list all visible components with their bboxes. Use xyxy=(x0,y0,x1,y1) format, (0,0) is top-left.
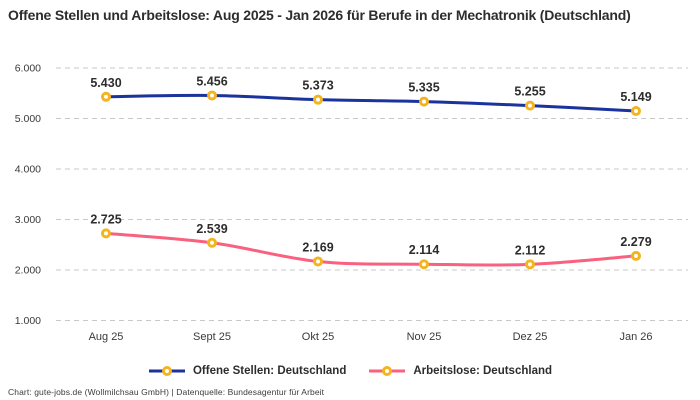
data-point-label: 5.430 xyxy=(90,76,121,90)
y-axis-tick-label: 1.000 xyxy=(15,315,41,327)
data-point-label: 5.255 xyxy=(514,85,545,99)
data-point-marker xyxy=(525,259,535,270)
data-point-label: 2.114 xyxy=(409,243,440,257)
x-axis-tick-label: Okt 25 xyxy=(302,331,334,343)
x-axis-tick-label: Nov 25 xyxy=(407,331,442,343)
x-axis-tick-label: Dez 25 xyxy=(513,331,548,343)
series-line-arbeitslose xyxy=(104,231,638,267)
line-marker-icon xyxy=(369,366,406,376)
data-point-marker xyxy=(313,256,323,267)
x-axis-tick-label: Sept 25 xyxy=(193,331,231,343)
data-point-marker xyxy=(207,90,217,101)
legend-label-offene-stellen: Offene Stellen: Deutschland xyxy=(192,365,347,377)
legend-item-arbeitslose: Arbeitslose: Deutschland xyxy=(368,365,552,377)
y-axis-tick-label: 6.000 xyxy=(15,63,41,75)
y-axis-tick-label: 4.000 xyxy=(15,164,41,176)
y-axis-tick-label: 2.000 xyxy=(15,265,41,277)
data-point-marker xyxy=(419,259,429,270)
data-point-label: 2.112 xyxy=(515,243,546,257)
series-line-offene-stellen xyxy=(104,93,638,113)
data-point-marker xyxy=(101,91,111,102)
data-point-label: 2.725 xyxy=(90,212,121,226)
data-point-label: 5.456 xyxy=(196,74,227,88)
data-point-marker xyxy=(419,96,429,107)
data-point-marker xyxy=(101,228,111,239)
data-point-marker xyxy=(313,94,323,105)
line-marker-icon xyxy=(148,366,185,376)
chart-source-attribution: Chart: gute-jobs.de (Wollmilchsau GmbH) … xyxy=(8,387,325,397)
y-axis-tick-label: 5.000 xyxy=(15,113,41,125)
data-point-label: 5.149 xyxy=(620,90,651,104)
data-point-label: 2.279 xyxy=(620,235,651,249)
y-axis-tick-label: 3.000 xyxy=(15,214,41,226)
chart-title: Offene Stellen und Arbeitslose: Aug 2025… xyxy=(8,7,631,23)
data-point-marker xyxy=(631,105,641,116)
data-point-label: 5.373 xyxy=(302,79,333,93)
chart-legend: Offene Stellen: Deutschland Arbeitslose:… xyxy=(0,360,700,382)
data-point-marker xyxy=(525,100,535,111)
legend-item-offene-stellen: Offene Stellen: Deutschland xyxy=(148,365,346,377)
data-point-marker xyxy=(631,250,641,261)
data-point-label: 2.169 xyxy=(302,240,333,254)
legend-label-arbeitslose: Arbeitslose: Deutschland xyxy=(413,365,553,377)
data-point-label: 2.539 xyxy=(196,222,227,236)
x-axis-tick-label: Jan 26 xyxy=(619,331,652,343)
x-axis-tick-label: Aug 25 xyxy=(89,331,124,343)
line-chart-canvas: 6.000 5.000 4.000 3.000 2.000 1.000 Aug 25 Sept… xyxy=(15,63,688,343)
data-point-marker xyxy=(207,237,217,248)
data-point-label: 5.335 xyxy=(408,81,439,95)
